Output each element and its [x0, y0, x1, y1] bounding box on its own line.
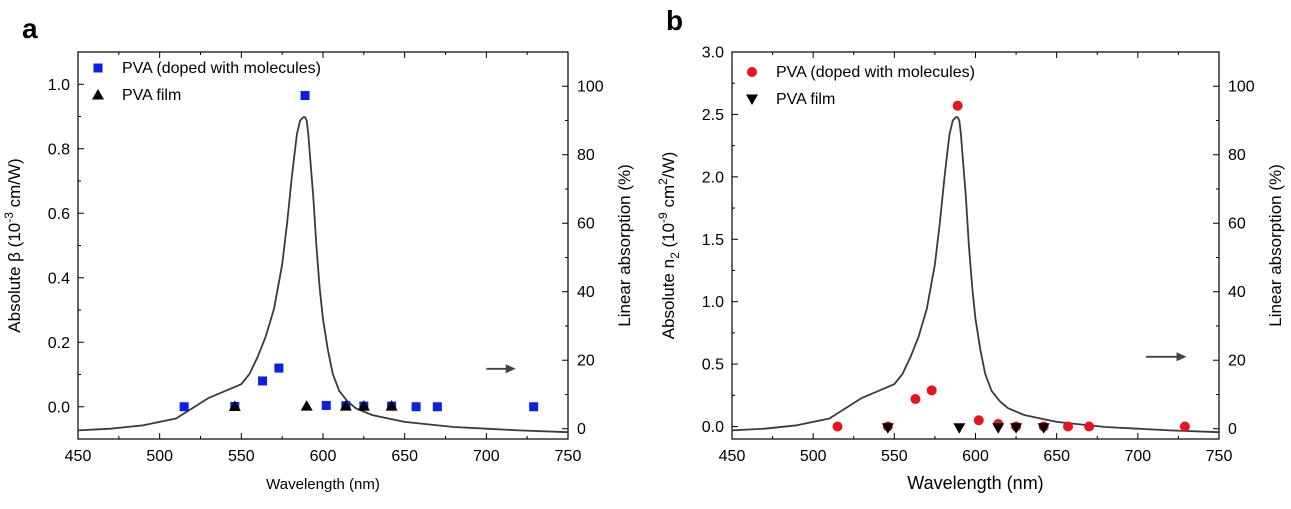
- y-left-tick-label: 0.2: [48, 335, 70, 352]
- x-tick-label: 700: [473, 448, 500, 465]
- y-left-axis-label-part: /W): [659, 152, 678, 178]
- legend-marker: [747, 67, 757, 77]
- y-left-tick-label: 3.0: [702, 45, 724, 62]
- y-left-tick-label: 2.5: [702, 107, 724, 124]
- legend-label: PVA film: [776, 91, 835, 108]
- panel-label: a: [22, 13, 38, 44]
- x-tick-label: 600: [962, 448, 989, 465]
- y-left-tick-label: 0.0: [48, 399, 70, 416]
- y-left-tick-label: 0.5: [702, 357, 724, 374]
- y-left-axis-label-part: -9: [656, 212, 670, 223]
- data-point: [1010, 423, 1023, 434]
- data-point: [300, 400, 313, 411]
- legend-label: PVA (doped with molecules): [776, 64, 975, 81]
- x-tick-label: 500: [800, 448, 827, 465]
- data-point: [1037, 423, 1050, 434]
- y-left-tick-label: 0.0: [702, 419, 724, 436]
- y-right-tick-label: 80: [1228, 147, 1246, 164]
- x-tick-label: 450: [65, 448, 92, 465]
- y-right-axis-label: Linear absorption (%): [1266, 164, 1285, 327]
- legend-label: PVA film: [122, 87, 181, 104]
- y-left-axis-label-part: 2: [656, 178, 670, 185]
- y-left-axis-label-part: -3: [2, 212, 16, 223]
- data-point: [321, 400, 331, 410]
- y-left-axis-label-part: cm/W): [5, 158, 24, 212]
- data-point: [992, 423, 1005, 434]
- y-left-tick-label: 0.6: [48, 206, 70, 223]
- y-left-axis-label-part: (10: [659, 223, 678, 252]
- data-point: [881, 423, 894, 434]
- data-point: [952, 100, 963, 111]
- arrow-head: [505, 364, 516, 374]
- data-point: [411, 402, 421, 412]
- legend-label: PVA (doped with molecules): [122, 60, 321, 77]
- data-point: [953, 423, 966, 434]
- x-tick-label: 650: [391, 448, 418, 465]
- plot-frame: [77, 51, 569, 440]
- x-tick-label: 600: [310, 448, 337, 465]
- legend-marker: [93, 63, 103, 73]
- y-left-axis-label-part: Absolute n: [659, 259, 678, 339]
- data-point: [910, 394, 921, 405]
- y-left-axis-label: Absolute n2 (10-9 cm2/W): [656, 152, 682, 340]
- data-point: [926, 385, 937, 396]
- data-point: [832, 421, 843, 432]
- x-tick-label: 650: [1043, 448, 1070, 465]
- y-right-tick-label: 60: [1228, 216, 1246, 233]
- y-left-tick-label: 0.8: [48, 141, 70, 158]
- y-left-tick-label: 1.5: [702, 232, 724, 249]
- legend-marker: [746, 94, 758, 105]
- data-point: [1063, 421, 1074, 432]
- data-point: [258, 376, 268, 386]
- y-left-axis-label: Absolute β (10-3 cm/W): [2, 158, 24, 332]
- y-left-tick-label: 2.0: [702, 169, 724, 186]
- y-right-tick-label: 0: [577, 421, 586, 438]
- y-right-tick-label: 20: [1228, 353, 1246, 370]
- x-tick-label: 550: [881, 448, 908, 465]
- x-tick-label: 750: [555, 448, 582, 465]
- y-right-tick-label: 60: [577, 216, 595, 233]
- data-point: [179, 402, 189, 412]
- y-left-axis-label-part: 2: [668, 252, 682, 259]
- data-point: [432, 402, 442, 412]
- x-tick-label: 700: [1124, 448, 1151, 465]
- x-axis-label: Wavelength (nm): [266, 476, 380, 493]
- y-right-tick-label: 100: [1228, 79, 1255, 96]
- x-tick-label: 500: [146, 448, 173, 465]
- panel-label: b: [666, 5, 683, 36]
- data-point: [228, 400, 241, 411]
- y-left-tick-label: 0.4: [48, 270, 70, 287]
- data-point: [339, 400, 352, 411]
- y-right-tick-label: 80: [577, 147, 595, 164]
- data-point: [357, 400, 370, 411]
- y-left-tick-label: 1.0: [702, 294, 724, 311]
- data-point: [529, 402, 539, 412]
- y-right-tick-label: 100: [577, 79, 604, 96]
- arrow-head: [1176, 352, 1187, 362]
- y-right-tick-label: 40: [577, 284, 595, 301]
- y-right-tick-label: 40: [1228, 284, 1246, 301]
- y-left-tick-label: 1.0: [48, 77, 70, 94]
- y-right-tick-label: 20: [577, 353, 595, 370]
- x-tick-label: 750: [1206, 448, 1233, 465]
- data-point: [385, 400, 398, 411]
- legend-marker: [92, 89, 104, 100]
- data-point: [300, 91, 310, 101]
- y-right-tick-label: 0: [1228, 421, 1237, 438]
- x-tick-label: 450: [719, 448, 746, 465]
- x-axis-label: Wavelength (nm): [907, 473, 1043, 493]
- x-tick-label: 550: [228, 448, 255, 465]
- data-point: [973, 415, 984, 426]
- y-left-axis-label-part: cm: [659, 185, 678, 212]
- data-point: [1084, 421, 1095, 432]
- absorption-line: [731, 116, 1220, 434]
- plot-frame: [731, 51, 1220, 440]
- data-point: [1179, 421, 1190, 432]
- y-left-axis-label-part: Absolute β (10: [5, 223, 24, 333]
- absorption-line: [77, 116, 569, 434]
- data-point: [274, 363, 284, 373]
- y-right-axis-label: Linear absorption (%): [615, 164, 634, 327]
